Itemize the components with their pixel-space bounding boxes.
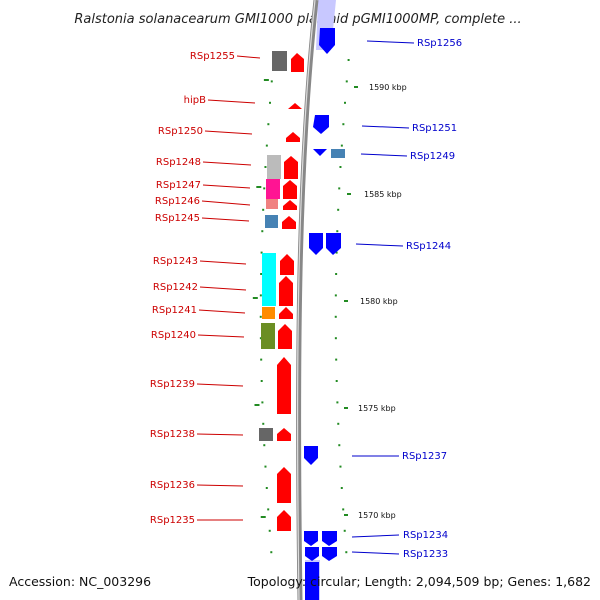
label-rsp1245[interactable]: RSp1245 xyxy=(155,213,200,224)
label-rsp1247[interactable]: RSp1247 xyxy=(156,180,201,191)
gene-rsp1239[interactable] xyxy=(277,357,291,414)
cog-box-rsp1241[interactable] xyxy=(262,307,275,319)
scale-label-1585: 1585 kbp xyxy=(364,190,402,199)
gene-rsp1234-a[interactable] xyxy=(304,531,318,546)
gene-rsp1242[interactable] xyxy=(279,276,293,306)
gene-rsp1247[interactable] xyxy=(283,180,297,199)
gene-rsp1241[interactable] xyxy=(279,307,293,319)
label-rsp1233[interactable]: RSp1233 xyxy=(403,549,448,560)
gene-bottom-partial[interactable] xyxy=(305,562,319,600)
cog-box-rsp1247[interactable] xyxy=(266,179,280,199)
label-rsp1234[interactable]: RSp1234 xyxy=(403,530,448,541)
tick-marks-right xyxy=(334,59,350,554)
gene-rsp1243[interactable] xyxy=(280,254,294,275)
genome-backbone xyxy=(296,0,319,600)
label-rsp1248[interactable]: RSp1248 xyxy=(156,157,201,168)
label-rsp1244[interactable]: RSp1244 xyxy=(406,241,451,252)
gene-rsp1244-a[interactable] xyxy=(309,233,323,255)
cog-track xyxy=(259,51,345,441)
gene-rsp1234-b[interactable] xyxy=(322,531,337,546)
label-rsp1246[interactable]: RSp1246 xyxy=(155,196,200,207)
tick-marks-left xyxy=(252,59,275,554)
cog-box-rsp1245[interactable] xyxy=(265,215,278,228)
gene-rsp1248[interactable] xyxy=(284,156,298,179)
gene-rsp1245[interactable] xyxy=(282,216,296,229)
gene-rsp1255[interactable] xyxy=(291,53,304,72)
cog-box-rsp1249[interactable] xyxy=(331,149,345,158)
gene-rsp1250[interactable] xyxy=(286,132,300,142)
label-rsp1240[interactable]: RSp1240 xyxy=(151,330,196,341)
gene-rsp1256[interactable] xyxy=(319,28,335,54)
cog-box-rsp1246[interactable] xyxy=(266,199,278,209)
label-rsp1256[interactable]: RSp1256 xyxy=(417,38,462,49)
label-rsp1237[interactable]: RSp1237 xyxy=(402,451,447,462)
cog-box-rsp1240[interactable] xyxy=(261,323,275,349)
scale-labels: 1590 kbp 1585 kbp 1580 kbp 1575 kbp 1570… xyxy=(344,83,407,520)
cog-box-rsp1243-1242[interactable] xyxy=(262,253,276,306)
accession-text: Accession: NC_003296 xyxy=(9,574,151,589)
left-gene-labels: RSp1255 hipB RSp1250 RSp1248 RSp1247 RSp… xyxy=(150,51,261,526)
topology-text: Topology: circular; Length: 2,094,509 bp… xyxy=(247,574,591,589)
gene-rsp1237[interactable] xyxy=(304,446,318,465)
label-rsp1235[interactable]: RSp1235 xyxy=(150,515,195,526)
label-rsp1250[interactable]: RSp1250 xyxy=(158,126,203,137)
gene-rsp1235[interactable] xyxy=(277,510,291,531)
forward-strand-genes xyxy=(304,28,341,600)
gene-rsp1236[interactable] xyxy=(277,467,291,503)
label-rsp1251[interactable]: RSp1251 xyxy=(412,123,457,134)
label-rsp1241[interactable]: RSp1241 xyxy=(152,305,197,316)
scale-label-1575: 1575 kbp xyxy=(358,404,396,413)
gene-rsp1240[interactable] xyxy=(278,324,292,349)
right-gene-labels: RSp1256 RSp1251 RSp1249 RSp1244 RSp1237 … xyxy=(351,38,462,560)
cog-box-rsp1238[interactable] xyxy=(259,428,273,441)
gene-rsp1249[interactable] xyxy=(313,149,327,156)
cog-box-rsp1255[interactable] xyxy=(272,51,287,71)
label-hipb[interactable]: hipB xyxy=(184,95,206,106)
gene-hipb[interactable] xyxy=(288,103,302,109)
map-title: Ralstonia solanacearum GMI1000 plasmid p… xyxy=(74,12,521,27)
gene-rsp1233-b[interactable] xyxy=(322,547,337,561)
gene-rsp1251[interactable] xyxy=(313,115,329,134)
gene-rsp1246[interactable] xyxy=(283,200,297,210)
label-rsp1239[interactable]: RSp1239 xyxy=(150,379,195,390)
label-rsp1242[interactable]: RSp1242 xyxy=(153,282,198,293)
genome-backbone-highlight xyxy=(296,0,316,600)
scale-label-1590: 1590 kbp xyxy=(369,83,407,92)
label-rsp1236[interactable]: RSp1236 xyxy=(150,480,195,491)
gene-rsp1233-a[interactable] xyxy=(305,547,319,561)
gene-rsp1244-b[interactable] xyxy=(326,233,341,255)
label-rsp1255[interactable]: RSp1255 xyxy=(190,51,235,62)
gene-rsp1238[interactable] xyxy=(277,428,291,441)
label-rsp1238[interactable]: RSp1238 xyxy=(150,429,195,440)
cog-box-rsp1248[interactable] xyxy=(267,155,281,179)
scale-label-1570: 1570 kbp xyxy=(358,511,396,520)
label-rsp1243[interactable]: RSp1243 xyxy=(153,256,198,267)
reverse-strand-genes xyxy=(277,53,304,531)
scale-label-1580: 1580 kbp xyxy=(360,297,398,306)
label-rsp1249[interactable]: RSp1249 xyxy=(410,151,455,162)
